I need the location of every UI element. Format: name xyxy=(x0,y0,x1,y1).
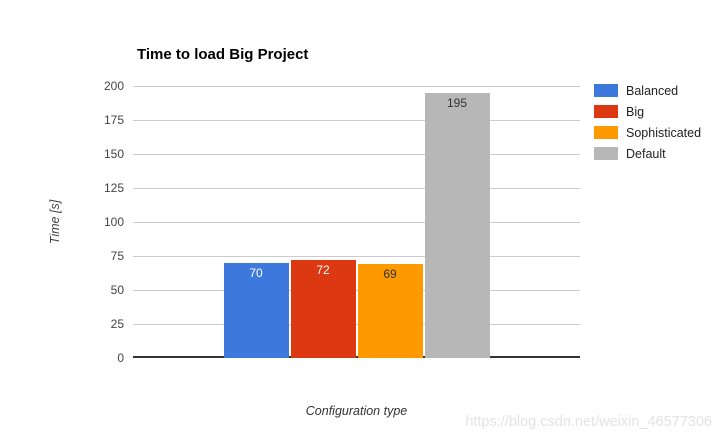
gridline xyxy=(133,153,580,155)
bar-value-label: 70 xyxy=(249,265,263,280)
legend-item-big[interactable]: Big xyxy=(594,104,701,119)
bar-sophisticated[interactable]: 69 xyxy=(357,264,423,358)
bar-value-label: 72 xyxy=(316,263,330,278)
legend-item-default[interactable]: Default xyxy=(594,146,701,161)
x-axis-baseline xyxy=(133,356,580,358)
bar-value-label: 195 xyxy=(446,95,468,110)
bar-big[interactable]: 72 xyxy=(290,260,356,358)
y-tick-label: 0 xyxy=(117,351,124,365)
y-tick-label: 150 xyxy=(103,147,124,161)
legend: Balanced Big Sophisticated Default xyxy=(594,84,701,168)
legend-label: Big xyxy=(626,104,645,119)
gridline xyxy=(133,255,580,257)
gridline xyxy=(133,85,580,87)
y-tick-label: 75 xyxy=(110,249,124,263)
bar-default[interactable]: 195 xyxy=(424,92,490,358)
y-tick-label: 25 xyxy=(110,317,124,331)
gridline xyxy=(133,289,580,291)
plot-area: 0 25 50 75 100 125 150 175 200 70 72 69 195 xyxy=(104,79,580,365)
y-tick-label: 175 xyxy=(103,113,124,127)
watermark: https://blog.csdn.net/weixin_46577306 xyxy=(465,414,712,430)
y-tick-label: 200 xyxy=(103,79,124,93)
legend-swatch xyxy=(594,126,618,139)
y-tick-label: 100 xyxy=(103,215,124,229)
gridline xyxy=(133,221,580,223)
legend-swatch xyxy=(594,105,618,118)
legend-swatch xyxy=(594,147,618,160)
x-axis-title: Configuration type xyxy=(305,404,408,418)
legend-item-balanced[interactable]: Balanced xyxy=(594,83,701,98)
legend-item-sophisticated[interactable]: Sophisticated xyxy=(594,125,702,140)
legend-label: Sophisticated xyxy=(626,125,702,140)
legend-label: Balanced xyxy=(626,83,679,98)
gridline xyxy=(133,187,580,189)
legend-swatch xyxy=(594,84,618,97)
legend-label: Default xyxy=(626,146,666,161)
y-axis-title: Time [s] xyxy=(48,199,62,245)
bar-value-label: 69 xyxy=(383,267,397,282)
bar-balanced[interactable]: 70 xyxy=(223,262,289,358)
y-tick-label: 125 xyxy=(103,181,124,195)
gridline xyxy=(133,323,580,325)
chart-title: Time to load Big Project xyxy=(137,46,309,63)
y-tick-label: 50 xyxy=(110,283,124,297)
gridline xyxy=(133,119,580,121)
